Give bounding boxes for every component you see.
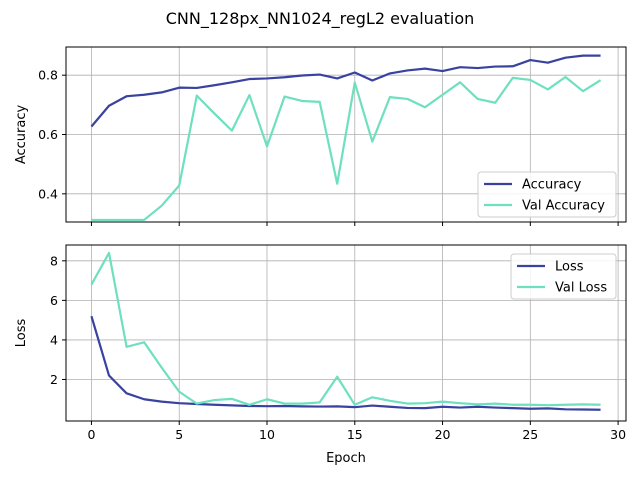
series-line-val-accuracy: [91, 75, 602, 222]
x-tick-label: 20: [435, 427, 451, 442]
y-axis-label: Accuracy: [14, 105, 29, 165]
x-tick-label: 0: [87, 427, 95, 442]
legend-label: Val Loss: [555, 281, 607, 296]
legend: Accuracy Val Accuracy: [477, 171, 617, 218]
y-tick-label: 8: [50, 253, 58, 268]
plot-frame: [65, 244, 627, 422]
y-tick-label: 4: [50, 332, 58, 347]
series-line-accuracy: [90, 54, 601, 128]
x-tick-label: 25: [522, 427, 538, 442]
x-axis-label: Epoch: [326, 451, 366, 466]
legend-label: Val Accuracy: [522, 199, 605, 214]
legend-box: [477, 171, 617, 218]
x-tick-label: 5: [175, 427, 183, 442]
y-tick-label: 0.8: [38, 68, 58, 83]
x-tick-label: 10: [259, 427, 275, 442]
accuracy-subplot: 0.4 0.6 0.8 Accuracy Accuracy Val Accuracy: [14, 46, 627, 226]
y-tick-label: 0.4: [38, 186, 58, 201]
figure-title: CNN_128px_NN1024_regL2 evaluation: [166, 9, 475, 29]
y-tick-label: 6: [50, 293, 58, 308]
series-line-loss: [90, 315, 601, 411]
y-axis-label: Loss: [14, 319, 29, 348]
y-tick-label: 0.6: [38, 127, 58, 142]
loss-subplot: 0 5 10 15 20 25 30 2 4 6 8 Loss Epoch Loss Val Loss: [14, 244, 627, 466]
x-tick-label: 30: [610, 427, 626, 442]
x-tick-label: 15: [347, 427, 363, 442]
legend-label: Accuracy: [522, 178, 582, 193]
legend-label: Loss: [555, 260, 584, 275]
legend: Loss Val Loss: [510, 253, 617, 300]
series-line-val-loss: [90, 251, 601, 407]
y-tick-label: 2: [50, 372, 58, 387]
